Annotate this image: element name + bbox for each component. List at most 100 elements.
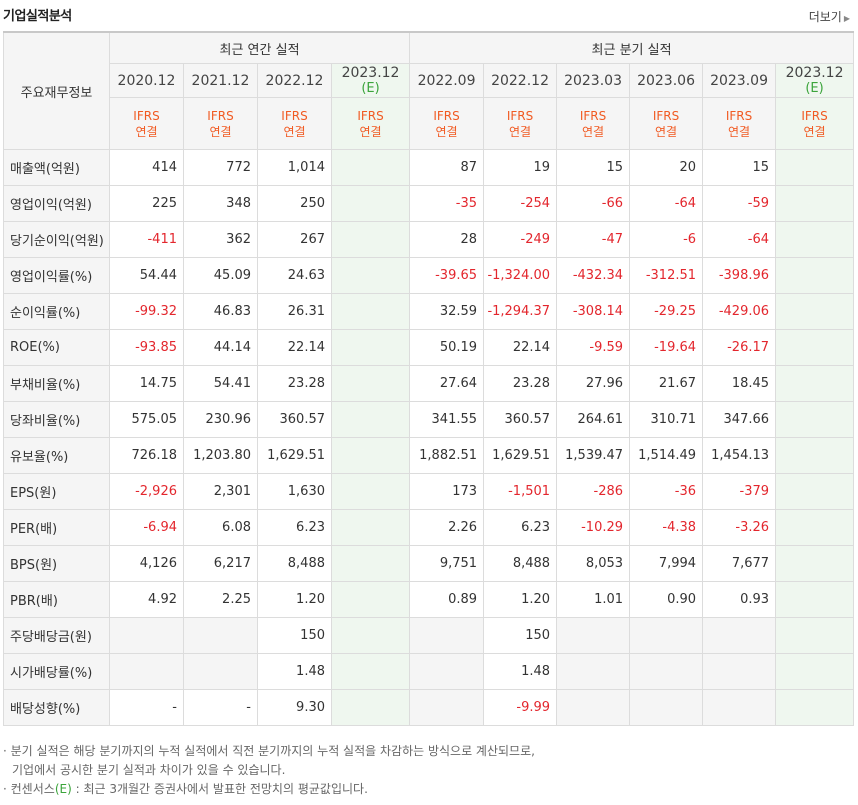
table-cell bbox=[775, 509, 855, 546]
table-cell: -26.17 bbox=[702, 329, 777, 366]
row-label: ROE(%) bbox=[3, 329, 110, 366]
table-cell: 310.71 bbox=[629, 401, 704, 438]
table-cell bbox=[330, 365, 411, 402]
table-cell: -1,324.00 bbox=[483, 257, 558, 294]
table-cell: 19 bbox=[483, 149, 558, 186]
table-cell: 1,514.49 bbox=[629, 437, 704, 474]
table-cell bbox=[629, 653, 704, 690]
table-cell bbox=[702, 689, 777, 726]
table-cell: -59 bbox=[702, 185, 777, 222]
table-cell: 1,203.80 bbox=[183, 437, 258, 474]
consolidated-label: 연결 bbox=[283, 124, 306, 139]
consolidated-label: 연결 bbox=[581, 124, 605, 139]
row-label: PBR(배) bbox=[3, 581, 110, 618]
table-cell bbox=[183, 617, 258, 654]
table-cell bbox=[775, 401, 855, 438]
row-label: 당좌비율(%) bbox=[3, 401, 110, 438]
table-cell bbox=[109, 653, 184, 690]
table-cell: -1,294.37 bbox=[483, 293, 558, 330]
period-header: 2023.06 bbox=[629, 63, 704, 98]
table-cell: 1,454.13 bbox=[702, 437, 777, 474]
ifrs-badge: IFRS 연결 bbox=[257, 97, 332, 150]
more-label: 더보기 bbox=[808, 10, 842, 24]
table-cell: 44.14 bbox=[183, 329, 258, 366]
table-cell: 348 bbox=[183, 185, 258, 222]
consolidated-label: 연결 bbox=[135, 124, 158, 139]
table-cell: -19.64 bbox=[629, 329, 704, 366]
table-cell: -6.94 bbox=[109, 509, 184, 546]
section-header: 기업실적분석 더보기 ▶ bbox=[0, 0, 858, 30]
consolidated-label: 연결 bbox=[727, 124, 751, 139]
table-cell bbox=[629, 617, 704, 654]
table-cell: -36 bbox=[629, 473, 704, 510]
table-cell bbox=[330, 473, 411, 510]
table-cell: 8,053 bbox=[556, 545, 631, 582]
table-cell: 2.25 bbox=[183, 581, 258, 618]
table-cell: 1,539.47 bbox=[556, 437, 631, 474]
table-cell: 26.31 bbox=[257, 293, 332, 330]
period-label: 2023.09 bbox=[710, 72, 768, 89]
footnote-2: 기업에서 공시한 분기 실적과 차이가 있을 수 있습니다. bbox=[12, 763, 286, 777]
table-row: 시가배당률(%) 1.48 1.48 bbox=[3, 653, 855, 690]
table-cell: -429.06 bbox=[702, 293, 777, 330]
table-cell bbox=[330, 509, 411, 546]
annual-group-header: 최근 연간 실적 bbox=[108, 31, 411, 64]
table-cell: 1.48 bbox=[483, 653, 558, 690]
row-label: 매출액(억원) bbox=[3, 149, 110, 186]
table-cell bbox=[330, 185, 411, 222]
period-label: 2022.12 bbox=[491, 72, 549, 89]
table-cell: 1,882.51 bbox=[409, 437, 485, 474]
table-cell: 150 bbox=[483, 617, 558, 654]
table-cell: 6.23 bbox=[257, 509, 332, 546]
table-cell: 1,014 bbox=[257, 149, 332, 186]
table-row: 순이익률(%) -99.32 46.83 26.31 32.59 -1,294.37 -30… bbox=[3, 293, 855, 330]
table-cell bbox=[330, 401, 411, 438]
table-cell: -286 bbox=[556, 473, 631, 510]
table-cell: 360.57 bbox=[483, 401, 558, 438]
table-cell: 6,217 bbox=[183, 545, 258, 582]
table-cell bbox=[775, 185, 855, 222]
ifrs-badge: IFRS 연결 bbox=[109, 97, 184, 150]
table-cell: 173 bbox=[409, 473, 485, 510]
table-cell bbox=[330, 437, 411, 474]
table-cell: 225 bbox=[109, 185, 184, 222]
table-cell: -39.65 bbox=[409, 257, 485, 294]
table-cell: 7,994 bbox=[629, 545, 704, 582]
table-cell: 54.44 bbox=[109, 257, 184, 294]
table-cell: 1.48 bbox=[257, 653, 332, 690]
table-cell: 18.45 bbox=[702, 365, 777, 402]
row-label: 유보율(%) bbox=[3, 437, 110, 474]
period-header: 2023.12 (E) bbox=[330, 63, 411, 98]
row-label: 시가배당률(%) bbox=[3, 653, 110, 690]
table-cell: -29.25 bbox=[629, 293, 704, 330]
table-cell: 230.96 bbox=[183, 401, 258, 438]
table-cell bbox=[409, 617, 485, 654]
table-cell: -2,926 bbox=[109, 473, 184, 510]
ifrs-badge: IFRS 연결 bbox=[629, 97, 704, 150]
group-header-row: 주요재무정보 최근 연간 실적 최근 분기 실적 bbox=[3, 31, 855, 150]
table-cell: 8,488 bbox=[257, 545, 332, 582]
table-cell bbox=[775, 473, 855, 510]
table-cell: -411 bbox=[109, 221, 184, 258]
table-cell: 347.66 bbox=[702, 401, 777, 438]
table-cell bbox=[330, 329, 411, 366]
table-cell: 21.67 bbox=[629, 365, 704, 402]
consolidated-label: 연결 bbox=[803, 124, 826, 139]
ifrs-badge: IFRS 연결 bbox=[775, 97, 855, 150]
table-cell: 360.57 bbox=[257, 401, 332, 438]
footnotes: · 분기 실적은 해당 분기까지의 누적 실적에서 직전 분기까지의 누적 실적… bbox=[3, 742, 535, 799]
table-cell: 414 bbox=[109, 149, 184, 186]
table-cell: -4.38 bbox=[629, 509, 704, 546]
ifrs-label: IFRS bbox=[725, 108, 753, 123]
period-header: 2022.09 bbox=[409, 63, 485, 98]
table-cell: 9,751 bbox=[409, 545, 485, 582]
more-link[interactable]: 더보기 ▶ bbox=[809, 8, 850, 25]
table-cell: -93.85 bbox=[109, 329, 184, 366]
table-cell bbox=[330, 689, 411, 726]
table-cell: -312.51 bbox=[629, 257, 704, 294]
ifrs-badge: IFRS 연결 bbox=[330, 97, 411, 150]
table-cell: 45.09 bbox=[183, 257, 258, 294]
table-cell: 15 bbox=[702, 149, 777, 186]
table-cell bbox=[775, 329, 855, 366]
table-cell: -10.29 bbox=[556, 509, 631, 546]
